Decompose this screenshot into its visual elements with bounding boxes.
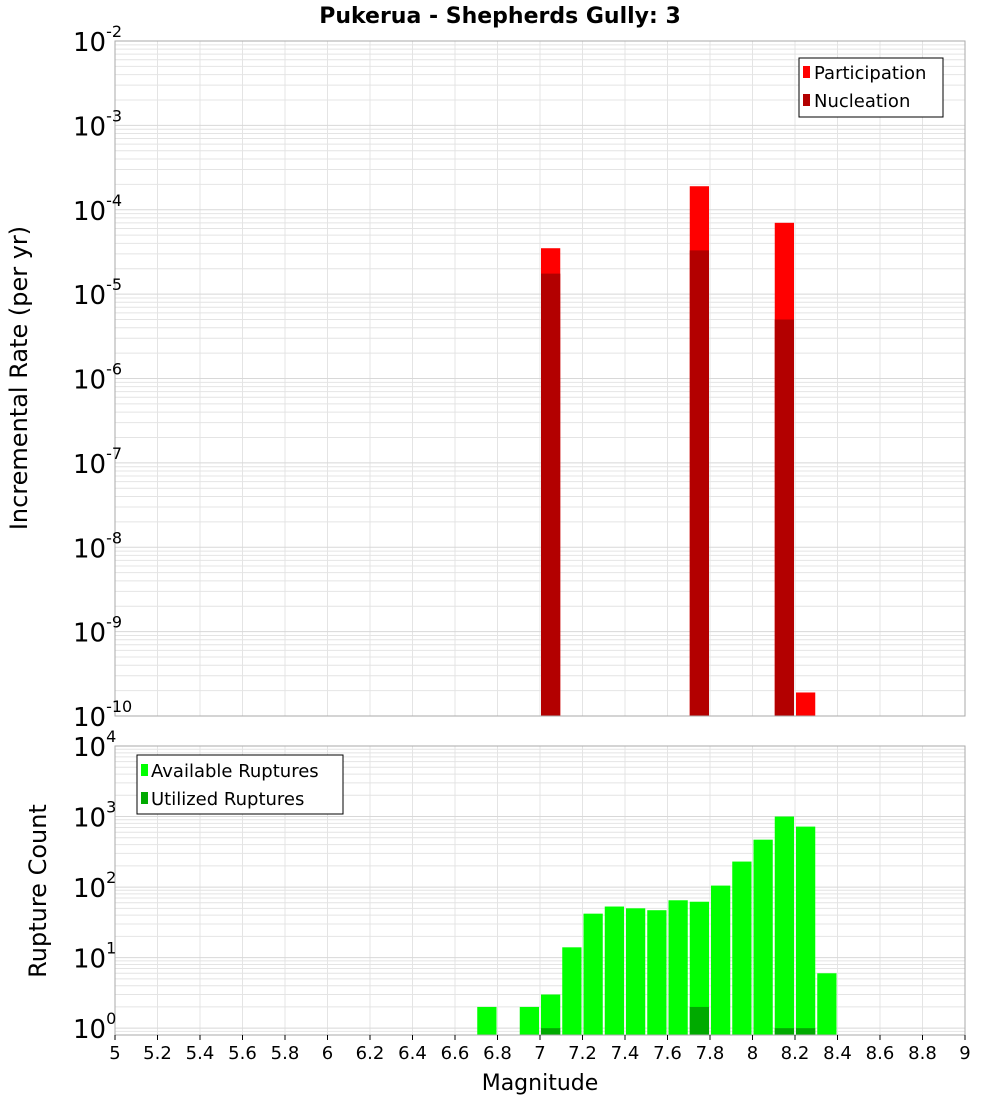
legend-swatch-utilized (141, 792, 148, 804)
x-tick-label: 8.4 (823, 1043, 852, 1064)
legend-swatch-available (141, 764, 148, 776)
top-bar-nucleation (774, 319, 794, 716)
top-bar-nucleation (689, 250, 709, 717)
legend-label-participation: Participation (814, 63, 926, 84)
legend-swatch-participation (803, 66, 810, 78)
bottom-y-tick-label: 101 (73, 939, 116, 975)
bottom-bar-available-ruptures (604, 906, 624, 1035)
top-legend-box (798, 57, 944, 118)
x-tick-label: 6 (322, 1043, 333, 1064)
bottom-bar-available-ruptures (689, 901, 709, 1035)
bottom-legend-box (136, 754, 344, 815)
bottom-bar-available-ruptures (774, 816, 794, 1035)
top-y-tick-label: 10-3 (73, 106, 122, 142)
bottom-bar-utilized-ruptures (541, 1028, 561, 1035)
top-y-tick-label: 10-4 (73, 191, 122, 227)
bottom-bars (477, 816, 837, 1035)
x-tick-label: 6.2 (356, 1043, 385, 1064)
top-y-tick-label: 10-10 (73, 697, 132, 733)
legend-swatch-nucleation (803, 94, 810, 106)
legend-label-nucleation: Nucleation (814, 91, 910, 112)
bottom-bar-available-ruptures (817, 973, 837, 1035)
top-y-tick-label: 10-2 (73, 22, 122, 58)
bottom-bar-utilized-ruptures (689, 1006, 709, 1035)
top-bars (541, 186, 816, 717)
x-axis-ticks: 5 5.2 5.4 5.6 5.8 6 6.2 6.4 6.6 6.8 7 7.2 7.4 7.6 7.8 8… (109, 1035, 971, 1064)
top-bar-participation (796, 692, 816, 716)
bottom-bar-utilized-ruptures (796, 1028, 816, 1035)
x-tick-label: 7.2 (568, 1043, 597, 1064)
bottom-y-tick-label: 104 (73, 727, 116, 763)
top-y-tick-label: 10-5 (73, 275, 122, 311)
bottom-y-tick-label: 100 (73, 1009, 116, 1045)
top-y-tick-label: 10-9 (73, 613, 122, 649)
bottom-y-tick-label: 103 (73, 798, 116, 834)
top-y-tick-label: 10-7 (73, 444, 122, 480)
top-y-axis-label: Incremental Rate (per yr) (5, 226, 33, 530)
x-tick-label: 7.8 (696, 1043, 725, 1064)
top-y-tick-label: 10-6 (73, 360, 122, 396)
bottom-bar-available-ruptures (519, 1006, 539, 1035)
x-tick-label: 8.8 (908, 1043, 937, 1064)
bottom-bar-available-ruptures (668, 900, 688, 1035)
bottom-bar-utilized-ruptures (774, 1028, 794, 1035)
legend-label-available-ruptures: Available Ruptures (151, 761, 319, 782)
bottom-bar-available-ruptures (562, 947, 582, 1035)
top-y-ticks: 10-2 10-3 10-4 10-5 10-6 10-7 10-8 10-9 10-10 (73, 22, 132, 733)
bottom-bar-available-ruptures (477, 1006, 497, 1035)
top-legend: Participation Nucleation (798, 57, 944, 118)
bottom-bar-available-ruptures (796, 826, 816, 1035)
legend-label-utilized-ruptures: Utilized Ruptures (151, 789, 304, 810)
top-bar-nucleation (541, 273, 561, 716)
x-tick-label: 7.6 (653, 1043, 682, 1064)
bottom-y-tick-label: 102 (73, 868, 116, 904)
bottom-y-axis-label: Rupture Count (24, 804, 52, 978)
bottom-panel: 100 101 102 103 104 Rupture Count Available … (24, 727, 966, 1045)
top-panel: 10-2 10-3 10-4 10-5 10-6 10-7 10-8 10-9 10-10 In… (5, 22, 966, 733)
x-tick-label: 8.6 (866, 1043, 895, 1064)
x-tick-label: 5.8 (271, 1043, 300, 1064)
x-axis-label: Magnitude (482, 1071, 599, 1096)
x-tick-label: 5 (109, 1043, 120, 1064)
x-tick-label: 9 (959, 1043, 970, 1064)
x-tick-label: 8.2 (781, 1043, 810, 1064)
top-grid (114, 40, 966, 717)
chart-title: Pukerua - Shepherds Gully: 3 (319, 4, 681, 29)
bottom-bar-available-ruptures (583, 913, 603, 1035)
x-tick-label: 8 (747, 1043, 758, 1064)
bottom-bar-available-ruptures (753, 839, 773, 1035)
x-tick-label: 6.8 (483, 1043, 512, 1064)
x-tick-label: 7.4 (611, 1043, 640, 1064)
bottom-bar-available-ruptures (626, 908, 646, 1035)
top-plot-frame (114, 40, 966, 717)
bottom-legend: Available Ruptures Utilized Ruptures (136, 754, 344, 815)
top-y-tick-label: 10-8 (73, 528, 122, 564)
x-tick-label: 5.6 (228, 1043, 257, 1064)
x-tick-label: 7 (534, 1043, 545, 1064)
bottom-bar-available-ruptures (541, 994, 561, 1035)
bottom-bar-available-ruptures (732, 861, 752, 1035)
bottom-bar-available-ruptures (647, 910, 667, 1035)
bottom-y-ticks: 100 101 102 103 104 (73, 727, 116, 1045)
x-tick-label: 5.2 (143, 1043, 172, 1064)
x-tick-label: 5.4 (186, 1043, 215, 1064)
x-tick-label: 6.6 (441, 1043, 470, 1064)
bottom-bar-available-ruptures (711, 885, 731, 1035)
x-tick-label: 6.4 (398, 1043, 427, 1064)
